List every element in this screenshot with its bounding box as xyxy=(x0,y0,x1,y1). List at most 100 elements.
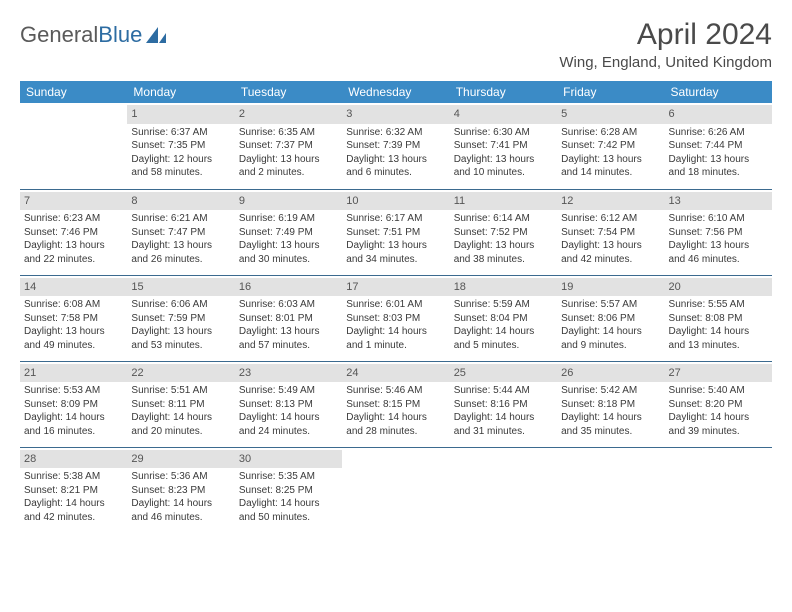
daylight-line-2: and 57 minutes. xyxy=(239,339,338,353)
calendar-cell: 12Sunrise: 6:12 AMSunset: 7:54 PMDayligh… xyxy=(557,189,664,275)
title-block: April 2024 Wing, England, United Kingdom xyxy=(559,18,772,71)
day-number: 30 xyxy=(235,450,342,469)
daylight-line-2: and 31 minutes. xyxy=(454,425,553,439)
brand-sail-icon xyxy=(144,25,168,45)
calendar-cell: 29Sunrise: 5:36 AMSunset: 8:23 PMDayligh… xyxy=(127,447,234,533)
sunset-line: Sunset: 7:52 PM xyxy=(454,226,553,240)
calendar-row: 21Sunrise: 5:53 AMSunset: 8:09 PMDayligh… xyxy=(20,361,772,447)
cell-body: Sunrise: 5:53 AMSunset: 8:09 PMDaylight:… xyxy=(24,384,123,438)
cell-body: Sunrise: 6:37 AMSunset: 7:35 PMDaylight:… xyxy=(131,126,230,180)
calendar-row: 28Sunrise: 5:38 AMSunset: 8:21 PMDayligh… xyxy=(20,447,772,533)
daylight-line-1: Daylight: 14 hours xyxy=(454,325,553,339)
sunset-line: Sunset: 7:42 PM xyxy=(561,139,660,153)
calendar-cell: 25Sunrise: 5:44 AMSunset: 8:16 PMDayligh… xyxy=(450,361,557,447)
daylight-line-2: and 46 minutes. xyxy=(669,253,768,267)
sunrise-line: Sunrise: 5:55 AM xyxy=(669,298,768,312)
daylight-line-2: and 13 minutes. xyxy=(669,339,768,353)
day-number: 12 xyxy=(557,192,664,211)
day-number: 11 xyxy=(450,192,557,211)
sunset-line: Sunset: 7:44 PM xyxy=(669,139,768,153)
daylight-line-2: and 58 minutes. xyxy=(131,166,230,180)
sunset-line: Sunset: 8:21 PM xyxy=(24,484,123,498)
day-number: 6 xyxy=(665,105,772,124)
location-subtitle: Wing, England, United Kingdom xyxy=(559,54,772,71)
daylight-line-1: Daylight: 12 hours xyxy=(131,153,230,167)
sunset-line: Sunset: 7:46 PM xyxy=(24,226,123,240)
cell-body: Sunrise: 5:42 AMSunset: 8:18 PMDaylight:… xyxy=(561,384,660,438)
day-number: 20 xyxy=(665,278,772,297)
day-number: 13 xyxy=(665,192,772,211)
col-thursday: Thursday xyxy=(450,81,557,103)
cell-body: Sunrise: 6:32 AMSunset: 7:39 PMDaylight:… xyxy=(346,126,445,180)
day-number: 7 xyxy=(20,192,127,211)
day-number: 14 xyxy=(20,278,127,297)
daylight-line-1: Daylight: 14 hours xyxy=(669,411,768,425)
calendar-cell: 7Sunrise: 6:23 AMSunset: 7:46 PMDaylight… xyxy=(20,189,127,275)
calendar-cell: 5 Sunrise: 6:28 AMSunset: 7:42 PMDaylight… xyxy=(557,103,664,189)
sunrise-line: Sunrise: 5:49 AM xyxy=(239,384,338,398)
calendar-cell: 28Sunrise: 5:38 AMSunset: 8:21 PMDayligh… xyxy=(20,447,127,533)
daylight-line-1: Daylight: 14 hours xyxy=(454,411,553,425)
day-number: 28 xyxy=(20,450,127,469)
sunrise-line: Sunrise: 6:10 AM xyxy=(669,212,768,226)
cell-body: Sunrise: 5:51 AMSunset: 8:11 PMDaylight:… xyxy=(131,384,230,438)
daylight-line-1: Daylight: 14 hours xyxy=(561,411,660,425)
sunset-line: Sunset: 7:51 PM xyxy=(346,226,445,240)
calendar-cell xyxy=(450,447,557,533)
calendar-cell: 22Sunrise: 5:51 AMSunset: 8:11 PMDayligh… xyxy=(127,361,234,447)
daylight-line-2: and 39 minutes. xyxy=(669,425,768,439)
sunrise-line: Sunrise: 6:17 AM xyxy=(346,212,445,226)
day-number: 10 xyxy=(342,192,449,211)
daylight-line-2: and 30 minutes. xyxy=(239,253,338,267)
sunrise-line: Sunrise: 6:12 AM xyxy=(561,212,660,226)
cell-body: Sunrise: 6:35 AMSunset: 7:37 PMDaylight:… xyxy=(239,126,338,180)
daylight-line-2: and 22 minutes. xyxy=(24,253,123,267)
sunrise-line: Sunrise: 6:06 AM xyxy=(131,298,230,312)
day-number: 26 xyxy=(557,364,664,383)
sunrise-line: Sunrise: 6:14 AM xyxy=(454,212,553,226)
sunset-line: Sunset: 7:49 PM xyxy=(239,226,338,240)
cell-body: Sunrise: 5:35 AMSunset: 8:25 PMDaylight:… xyxy=(239,470,338,524)
calendar-cell: 15Sunrise: 6:06 AMSunset: 7:59 PMDayligh… xyxy=(127,275,234,361)
sunset-line: Sunset: 8:04 PM xyxy=(454,312,553,326)
calendar-cell xyxy=(665,447,772,533)
col-monday: Monday xyxy=(127,81,234,103)
daylight-line-2: and 50 minutes. xyxy=(239,511,338,525)
daylight-line-1: Daylight: 13 hours xyxy=(346,153,445,167)
day-number: 17 xyxy=(342,278,449,297)
daylight-line-1: Daylight: 14 hours xyxy=(131,497,230,511)
day-number: 24 xyxy=(342,364,449,383)
day-number: 1 xyxy=(127,105,234,124)
calendar-table: Sunday Monday Tuesday Wednesday Thursday… xyxy=(20,81,772,533)
day-number: 5 xyxy=(557,105,664,124)
day-number: 4 xyxy=(450,105,557,124)
cell-body: Sunrise: 6:23 AMSunset: 7:46 PMDaylight:… xyxy=(24,212,123,266)
cell-body: Sunrise: 5:55 AMSunset: 8:08 PMDaylight:… xyxy=(669,298,768,352)
sunset-line: Sunset: 8:25 PM xyxy=(239,484,338,498)
sunset-line: Sunset: 8:13 PM xyxy=(239,398,338,412)
sunrise-line: Sunrise: 6:37 AM xyxy=(131,126,230,140)
cell-body: Sunrise: 6:03 AMSunset: 8:01 PMDaylight:… xyxy=(239,298,338,352)
daylight-line-2: and 14 minutes. xyxy=(561,166,660,180)
day-number: 27 xyxy=(665,364,772,383)
day-number: 8 xyxy=(127,192,234,211)
calendar-cell: 19Sunrise: 5:57 AMSunset: 8:06 PMDayligh… xyxy=(557,275,664,361)
daylight-line-1: Daylight: 13 hours xyxy=(561,153,660,167)
daylight-line-1: Daylight: 13 hours xyxy=(131,325,230,339)
brand-name-a: General xyxy=(20,22,98,48)
sunrise-line: Sunrise: 6:28 AM xyxy=(561,126,660,140)
cell-body: Sunrise: 6:08 AMSunset: 7:58 PMDaylight:… xyxy=(24,298,123,352)
daylight-line-1: Daylight: 13 hours xyxy=(239,153,338,167)
daylight-line-1: Daylight: 14 hours xyxy=(24,497,123,511)
daylight-line-1: Daylight: 13 hours xyxy=(454,239,553,253)
calendar-cell xyxy=(557,447,664,533)
sunrise-line: Sunrise: 6:03 AM xyxy=(239,298,338,312)
daylight-line-2: and 42 minutes. xyxy=(24,511,123,525)
daylight-line-1: Daylight: 14 hours xyxy=(346,411,445,425)
day-number: 15 xyxy=(127,278,234,297)
daylight-line-2: and 6 minutes. xyxy=(346,166,445,180)
calendar-row: 14Sunrise: 6:08 AMSunset: 7:58 PMDayligh… xyxy=(20,275,772,361)
sunrise-line: Sunrise: 6:26 AM xyxy=(669,126,768,140)
calendar-cell: 21Sunrise: 5:53 AMSunset: 8:09 PMDayligh… xyxy=(20,361,127,447)
cell-body: Sunrise: 5:40 AMSunset: 8:20 PMDaylight:… xyxy=(669,384,768,438)
